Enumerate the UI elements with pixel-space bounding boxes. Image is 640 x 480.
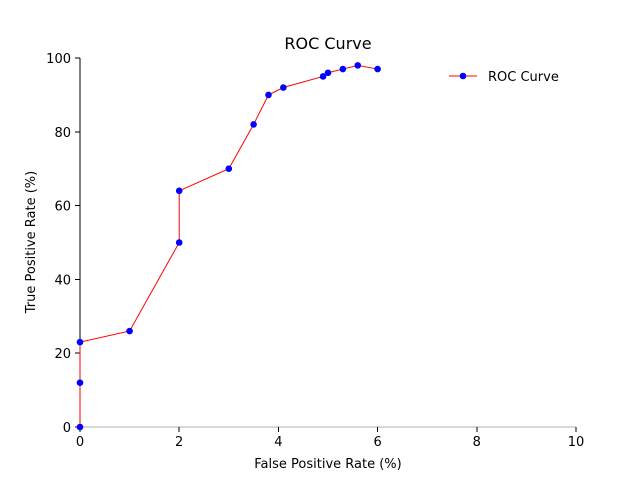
y-axis-ticks: 0 20 40 60 80 100 bbox=[46, 52, 80, 436]
series-layer bbox=[76, 62, 381, 431]
y-tick-label: 0 bbox=[63, 421, 71, 436]
roc-point bbox=[265, 91, 272, 99]
x-tick-label: 10 bbox=[568, 435, 585, 450]
roc-point bbox=[76, 338, 84, 346]
x-tick-label: 6 bbox=[373, 435, 381, 450]
y-tick-label: 100 bbox=[46, 52, 71, 67]
roc-point bbox=[126, 327, 133, 335]
roc-point bbox=[319, 73, 327, 80]
y-tick-label: 60 bbox=[54, 200, 71, 215]
roc-point bbox=[354, 62, 362, 69]
roc-point bbox=[280, 84, 287, 91]
chart-title: ROC Curve bbox=[284, 34, 371, 53]
roc-point bbox=[76, 423, 84, 431]
roc-point bbox=[175, 187, 183, 195]
roc-point bbox=[250, 121, 257, 128]
roc-curve-line bbox=[79, 64, 378, 427]
legend-label: ROC Curve bbox=[488, 70, 559, 85]
x-tick-label: 2 bbox=[175, 435, 183, 450]
x-axis-title: False Positive Rate (%) bbox=[254, 457, 401, 472]
roc-point bbox=[324, 69, 332, 77]
roc-point bbox=[339, 65, 347, 73]
legend-marker-swatch bbox=[459, 72, 467, 80]
y-tick-label: 80 bbox=[54, 126, 71, 141]
roc-point bbox=[374, 65, 381, 73]
x-tick-label: 4 bbox=[274, 435, 282, 450]
y-tick-label: 20 bbox=[54, 347, 71, 362]
roc-point bbox=[225, 165, 233, 172]
x-tick-label: 8 bbox=[473, 435, 481, 450]
legend: ROC Curve bbox=[449, 70, 559, 85]
x-tick-label: 0 bbox=[76, 435, 84, 450]
y-tick-label: 40 bbox=[54, 273, 71, 288]
roc-point bbox=[175, 239, 183, 246]
roc-point bbox=[76, 379, 84, 387]
x-axis-ticks: 0 2 4 6 8 10 bbox=[76, 427, 584, 450]
y-axis-title: True Positive Rate (%) bbox=[24, 171, 39, 314]
